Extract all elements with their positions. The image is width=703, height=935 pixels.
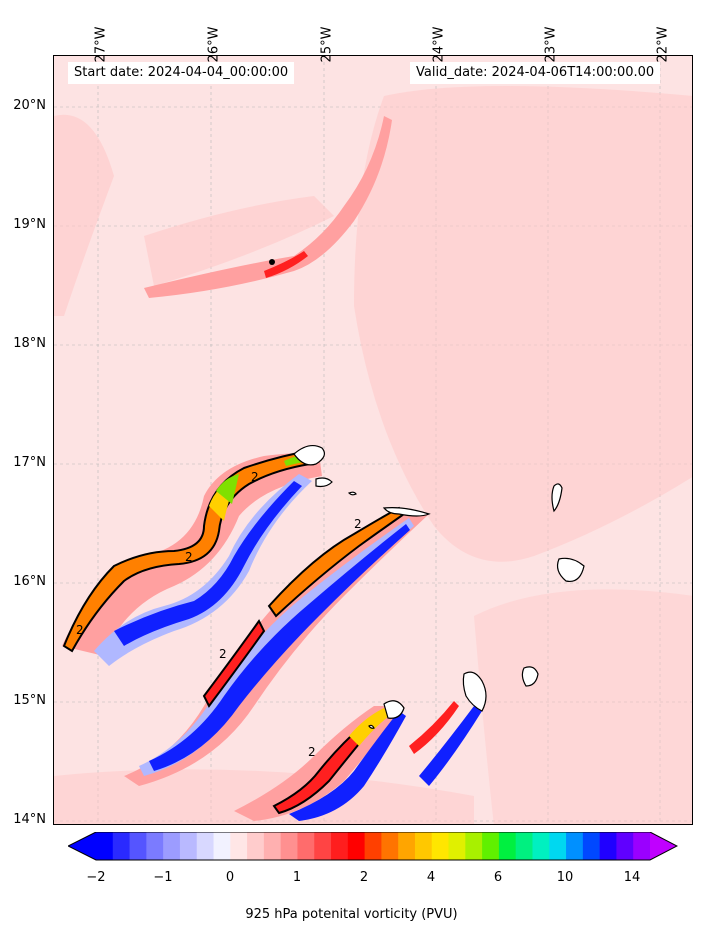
lon-label: 25°W xyxy=(319,26,335,63)
lon-label: 22°W xyxy=(655,26,671,63)
colorbar-tick-label: −2 xyxy=(86,870,106,885)
contour-label: 2 xyxy=(354,517,362,531)
colorbar-swatch xyxy=(498,832,517,860)
contour-label: 2 xyxy=(185,550,193,564)
colorbar-swatch xyxy=(616,832,634,860)
colorbar-swatch xyxy=(566,832,584,860)
island-santa-luzia xyxy=(347,491,357,496)
colorbar-swatch xyxy=(230,832,248,860)
colorbar-swatch xyxy=(549,832,567,860)
colorbar-tick-label: 1 xyxy=(292,870,302,885)
colorbar-swatch xyxy=(331,832,349,860)
lat-label: 17°N xyxy=(13,455,46,470)
pv-band-middle xyxy=(124,506,429,786)
pv-band-west xyxy=(62,449,322,666)
colorbar-swatch xyxy=(465,832,483,860)
colorbar-swatch xyxy=(213,832,231,860)
colorbar-swatch xyxy=(280,832,298,860)
island-santo-antao xyxy=(293,444,326,466)
island-sal xyxy=(551,483,563,513)
cape-verde-islands xyxy=(293,444,585,729)
island-boa-vista xyxy=(556,557,585,583)
colorbar-swatch xyxy=(347,832,366,860)
colorbar-swatch xyxy=(129,832,147,860)
colorbar-swatch xyxy=(398,832,416,860)
start-date-label: Start date: 2024-04-04_00:00:00 xyxy=(68,62,295,84)
potential-vorticity-map: 2 2 2 2 2 2 xyxy=(54,56,692,824)
contour-label: 2 xyxy=(251,470,259,484)
contour-label: 2 xyxy=(76,623,84,637)
colorbar-swatch xyxy=(314,832,332,860)
map-plot-area: 2 2 2 2 2 2 xyxy=(53,55,693,825)
colorbar-swatch xyxy=(599,832,617,860)
colorbar-swatch xyxy=(297,832,315,860)
colorbar-tick-label: 0 xyxy=(225,870,235,885)
colorbar-tick-label: −1 xyxy=(153,870,173,885)
colorbar-swatch xyxy=(196,832,215,860)
colorbar-title: 925 hPa potenital vorticity (PVU) xyxy=(245,907,458,922)
colorbar-swatch xyxy=(112,832,131,860)
island-maio xyxy=(521,666,539,687)
colorbar-swatches xyxy=(68,832,678,861)
island-santiago xyxy=(462,671,487,712)
colorbar-swatch xyxy=(179,832,198,860)
colorbar-swatch xyxy=(448,832,466,860)
lon-label: 27°W xyxy=(93,26,109,63)
colorbar xyxy=(68,832,678,861)
island-sao-vicente xyxy=(315,477,333,488)
colorbar-swatch xyxy=(96,832,114,860)
lon-label: 23°W xyxy=(543,26,559,63)
contour-labels: 2 2 2 2 2 2 xyxy=(76,470,362,759)
colorbar-swatch xyxy=(146,832,164,860)
colorbar-swatch xyxy=(431,832,450,860)
colorbar-under-arrow xyxy=(68,832,96,860)
colorbar-swatch xyxy=(364,832,382,860)
contour-label: 2 xyxy=(308,745,316,759)
pv-northern-streak xyxy=(144,116,392,298)
colorbar-tick-label: 14 xyxy=(623,870,641,885)
colorbar-over-arrow xyxy=(650,832,677,860)
colorbar-outline xyxy=(68,832,678,861)
colorbar-tick-label: 10 xyxy=(556,870,574,885)
lat-label: 14°N xyxy=(13,812,46,827)
colorbar-swatch xyxy=(633,832,651,860)
colorbar-swatch xyxy=(163,832,181,860)
colorbar-tick-label: 6 xyxy=(493,870,503,885)
island-sao-nicolau xyxy=(382,507,431,517)
lat-label: 20°N xyxy=(13,98,46,113)
colorbar-swatch xyxy=(247,832,265,860)
colorbar-tick-label: 4 xyxy=(426,870,436,885)
colorbar-swatch xyxy=(381,832,399,860)
colorbar-swatch xyxy=(532,832,550,860)
colorbar-swatch xyxy=(582,832,601,860)
colorbar-swatch xyxy=(263,832,282,860)
colorbar-swatch xyxy=(414,832,433,860)
valid-date-label: Valid_date: 2024-04-06T14:00:00.00 xyxy=(410,62,661,84)
lat-label: 19°N xyxy=(13,217,46,232)
lat-label: 16°N xyxy=(13,574,46,589)
island-fogo xyxy=(383,700,405,719)
colorbar-tick-label: 2 xyxy=(359,870,369,885)
lon-label: 24°W xyxy=(431,26,447,63)
contour-label: 2 xyxy=(219,647,227,661)
colorbar-swatch xyxy=(482,832,500,860)
lat-label: 18°N xyxy=(13,336,46,351)
colorbar-swatch xyxy=(515,832,533,860)
lon-label: 26°W xyxy=(206,26,222,63)
lat-label: 15°N xyxy=(13,693,46,708)
island-brava xyxy=(368,724,375,729)
